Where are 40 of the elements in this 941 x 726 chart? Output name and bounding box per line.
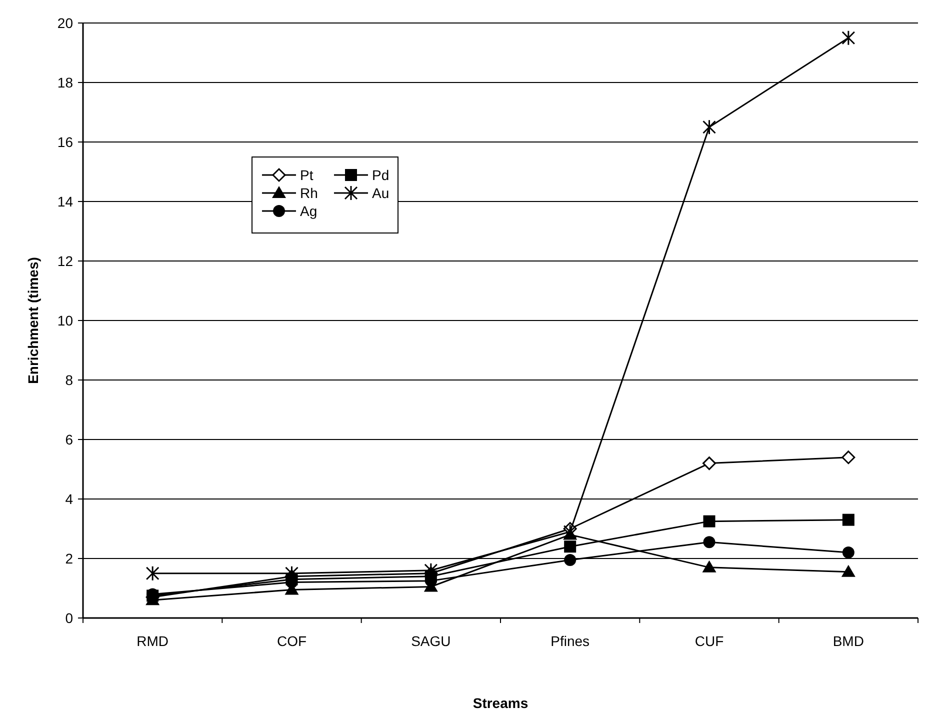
x-tick-label: Pfines	[550, 633, 590, 649]
point	[285, 566, 298, 582]
y-tick-label: 18	[57, 74, 74, 90]
y-tick-label: 4	[65, 490, 74, 507]
y-tick-label: 12	[57, 252, 74, 269]
y-axis-title: Enrichment (times)	[25, 257, 41, 384]
legend-label: Au	[372, 184, 390, 201]
y-tick-label: 20	[57, 14, 74, 31]
y-tick-label: 2	[65, 550, 74, 566]
point	[146, 566, 160, 582]
y-tick-label: 16	[57, 134, 74, 150]
point	[842, 514, 854, 526]
legend-label: Ag	[300, 202, 318, 219]
point	[703, 515, 716, 528]
x-tick-label: CUF	[694, 633, 724, 649]
x-tick-label: BMD	[832, 633, 864, 649]
point	[424, 562, 438, 578]
point	[563, 524, 577, 540]
x-tick-label: RMD	[136, 633, 169, 649]
point	[702, 119, 716, 135]
y-tick-label: 8	[65, 372, 74, 388]
point	[841, 564, 856, 577]
x-axis-title: Streams	[472, 695, 528, 711]
legend-label: Pt	[300, 166, 314, 183]
point	[842, 546, 854, 559]
point	[842, 450, 856, 464]
y-tick-label: 10	[57, 312, 74, 328]
point	[702, 456, 716, 470]
point	[564, 540, 576, 553]
legend-label: Pd	[372, 166, 390, 183]
x-tick-label: COF	[276, 633, 307, 649]
point	[703, 536, 716, 548]
point	[842, 30, 856, 46]
y-tick-label: 14	[57, 193, 74, 210]
point	[702, 560, 716, 572]
legend-label: Rh	[300, 184, 318, 201]
x-tick-label: SAGU	[411, 633, 451, 649]
y-tick-label: 6	[65, 431, 74, 448]
y-tick-label: 0	[65, 610, 74, 626]
point	[564, 554, 576, 566]
